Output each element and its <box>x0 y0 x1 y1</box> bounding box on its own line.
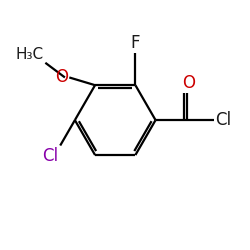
Text: O: O <box>55 68 68 86</box>
Text: O: O <box>182 74 195 92</box>
Text: Cl: Cl <box>42 147 58 165</box>
Text: Cl: Cl <box>216 111 232 129</box>
Text: F: F <box>131 34 140 52</box>
Text: H₃C: H₃C <box>16 46 44 62</box>
